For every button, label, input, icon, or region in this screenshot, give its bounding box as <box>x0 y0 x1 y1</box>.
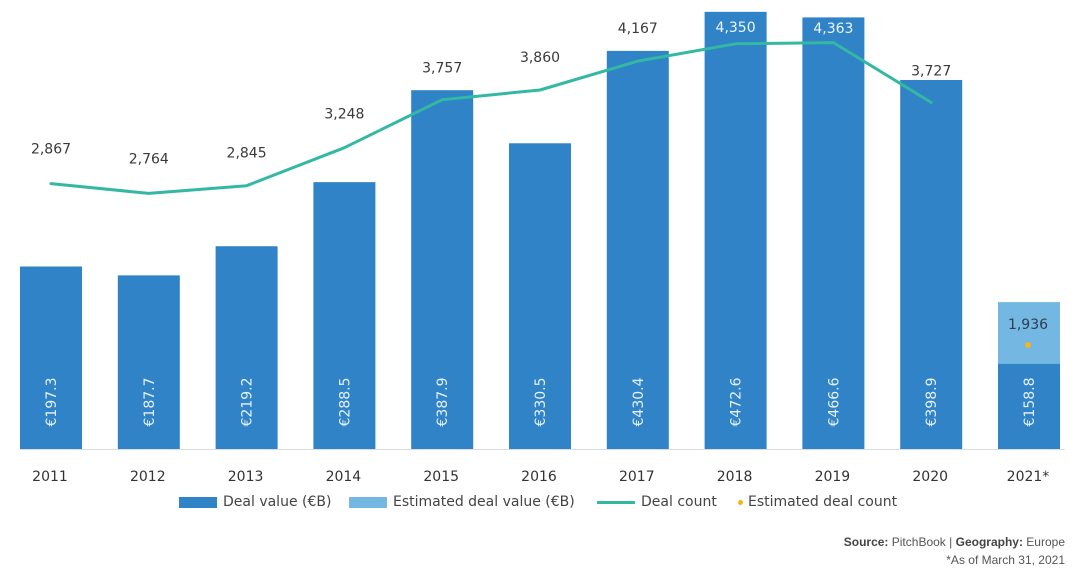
deal-value-bar <box>900 80 963 449</box>
x-tick-label: 2015 <box>423 469 459 485</box>
deal-value-label: €158.8 <box>1022 378 1038 427</box>
estimated-deal-count-label: 1,936 <box>1008 317 1048 333</box>
deal-value-label: €472.6 <box>729 377 745 426</box>
deal-value-bar <box>20 266 82 449</box>
x-tick-label: 2014 <box>326 469 362 485</box>
legend-item-estimated-deal-count: Estimated deal count <box>738 494 897 510</box>
legend-swatch-estimated-deal-value <box>349 496 387 508</box>
deal-value-bar <box>606 50 669 449</box>
legend-item-deal-count: Deal count <box>597 494 717 510</box>
deal-value-label: €197.3 <box>44 378 60 427</box>
source-value: PitchBook <box>891 535 946 549</box>
legend-item-estimated-deal-value: Estimated deal value (€B) <box>349 494 575 510</box>
as-of-note: *As of March 31, 2021 <box>946 553 1065 567</box>
deal-count-label: 3,860 <box>520 50 560 66</box>
deal-count-label: 2,867 <box>31 142 71 158</box>
deal-value-label: €430.4 <box>631 377 647 426</box>
deal-value-label: €288.5 <box>337 378 353 427</box>
source-line: Source: PitchBook | Geography: Europe <box>844 533 1065 551</box>
x-tick-label: 2021* <box>1007 469 1050 485</box>
x-tick-label: 2019 <box>815 469 851 485</box>
deal-value-label: €187.7 <box>142 378 158 427</box>
deal-count-label: 4,363 <box>813 21 853 37</box>
source-label: Source: <box>843 535 889 549</box>
x-tick-label: 2020 <box>912 469 948 485</box>
legend-label: Deal count <box>641 494 717 510</box>
estimated-deal-count-point <box>1025 342 1031 348</box>
deal-value-bar <box>704 11 767 449</box>
deal-value-label: €330.5 <box>533 378 549 427</box>
source-note: Source: PitchBook | Geography: Europe *A… <box>844 533 1065 569</box>
x-tick-label: 2011 <box>32 469 68 485</box>
legend: Deal value (€B) Estimated deal value (€B… <box>0 494 1092 516</box>
deal-value-bar <box>215 246 278 449</box>
deal-count-label: 3,727 <box>911 64 951 80</box>
legend-label: Deal value (€B) <box>223 494 332 510</box>
deal-count-line <box>49 41 933 195</box>
legend-swatch-estimated-deal-count <box>738 499 743 505</box>
geography-value: Europe <box>1026 535 1065 549</box>
x-tick-label: 2013 <box>228 469 264 485</box>
deal-value-bar <box>509 143 571 449</box>
legend-swatch-deal-count <box>597 500 635 504</box>
deal-count-label: 3,757 <box>422 61 462 77</box>
x-tick-label: 2017 <box>619 469 655 485</box>
deal-count-label: 3,248 <box>324 107 364 123</box>
x-tick-label: 2016 <box>521 469 557 485</box>
deal-value-label: €398.9 <box>924 378 940 427</box>
deal-count-label: 4,350 <box>716 20 756 36</box>
deal-value-bar <box>411 90 474 449</box>
chart: €197.3 €187.7 €219.2 €288.5 €387.9 €330.5 €430… <box>20 11 1065 485</box>
x-tick-label: 2012 <box>130 469 166 485</box>
geography-label: Geography: <box>955 535 1023 549</box>
deal-value-label: €466.6 <box>826 377 842 426</box>
deal-count-label: 2,764 <box>129 151 169 167</box>
deal-count-label: 2,845 <box>227 146 267 162</box>
deal-value-label: €387.9 <box>435 378 451 427</box>
deal-value-bar <box>117 275 180 449</box>
deal-count-label: 4,167 <box>618 21 658 37</box>
x-tick-label: 2018 <box>717 469 753 485</box>
deal-value-label: €219.2 <box>240 378 256 427</box>
separator: | <box>949 535 953 549</box>
deal-value-bar <box>802 17 865 450</box>
legend-swatch-deal-value <box>179 496 217 508</box>
legend-item-deal-value: Deal value (€B) <box>179 494 331 510</box>
deal-value-bar <box>998 363 1060 449</box>
legend-label: Estimated deal value (€B) <box>393 494 575 510</box>
deal-value-bar <box>313 182 376 449</box>
legend-label: Estimated deal count <box>748 494 898 510</box>
